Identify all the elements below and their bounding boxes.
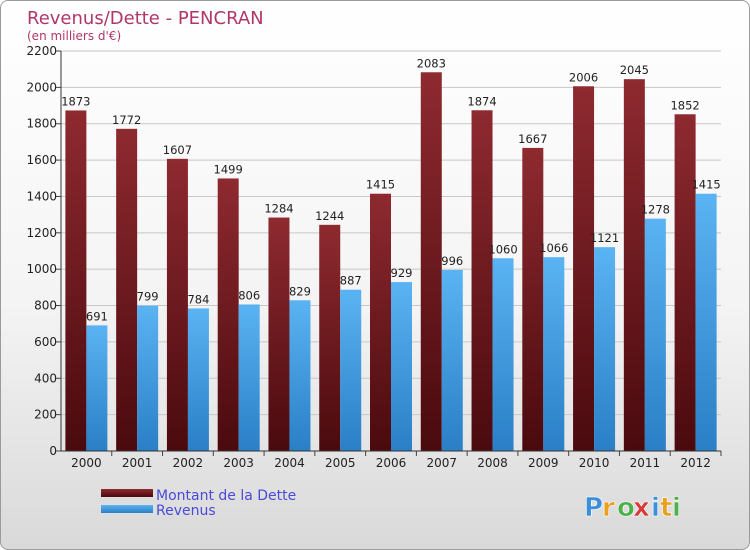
debt-value-label: 1499 — [214, 162, 243, 176]
revenus-value-label: 691 — [86, 309, 108, 323]
x-tick-label: 2008 — [477, 456, 508, 470]
revenus-value-label: 806 — [238, 288, 260, 302]
revenus-bar — [86, 325, 108, 451]
debt-value-label: 2083 — [417, 56, 446, 70]
x-tick-label: 2003 — [223, 456, 254, 470]
axes-layer: 0 200 400 600 800 1000 1200 1400 1600 1800 2000 220… — [26, 44, 722, 470]
revenus-value-label: 829 — [289, 284, 311, 298]
debt-value-label: 1667 — [518, 132, 547, 146]
y-tick-label: 1000 — [26, 262, 57, 276]
logo-letter: i — [672, 493, 681, 523]
debt-value-label: 1415 — [366, 178, 395, 192]
legend-label-debt: Montant de la Dette — [156, 488, 296, 504]
x-tick-label: 2012 — [680, 456, 711, 470]
legend: Montant de la Dette Revenus — [101, 488, 296, 519]
debt-value-label: 2006 — [569, 70, 598, 84]
x-tick-label: 2001 — [122, 456, 153, 470]
revenus-value-label: 799 — [137, 290, 159, 304]
y-tick-label: 1400 — [26, 189, 57, 203]
debt-value-label: 2045 — [620, 63, 649, 77]
debt-bar — [319, 224, 341, 451]
revenus-bar — [137, 305, 159, 451]
revenus-bar — [340, 289, 362, 451]
legend-swatch-revenus — [101, 505, 153, 513]
logo-letter: o — [617, 493, 635, 523]
debt-bar — [420, 72, 442, 451]
logo-letter: r — [602, 493, 615, 523]
y-tick-label: 200 — [34, 408, 57, 422]
y-tick-label: 2200 — [26, 44, 57, 58]
revenus-value-label: 887 — [340, 274, 362, 288]
chart-subtitle: (en milliers d'€) — [27, 29, 121, 43]
revenus-value-label: 1060 — [488, 242, 517, 256]
y-tick-label: 400 — [34, 371, 57, 385]
debt-value-label: 1874 — [467, 94, 496, 108]
x-tick-label: 2002 — [173, 456, 204, 470]
x-tick-label: 2009 — [528, 456, 559, 470]
revenus-bar — [289, 300, 311, 451]
legend-label-revenus: Revenus — [156, 503, 216, 519]
debt-bar — [623, 79, 645, 451]
logo-letter: P — [584, 493, 603, 523]
x-tick-label: 2007 — [426, 456, 457, 470]
x-tick-label: 2005 — [325, 456, 356, 470]
debt-bar — [370, 193, 391, 451]
logo-letter: x — [633, 493, 650, 523]
legend-swatch-debt — [101, 489, 153, 497]
debt-value-label: 1873 — [61, 94, 90, 108]
x-tick-label: 2000 — [71, 456, 102, 470]
proxiti-logo: Pr ox i t i — [584, 493, 682, 524]
revenus-bar — [594, 247, 616, 451]
y-tick-label: 800 — [34, 299, 57, 313]
revenus-value-label: 784 — [187, 292, 209, 306]
debt-value-label: 1284 — [264, 202, 293, 216]
debt-bar — [522, 147, 544, 451]
y-tick-label: 1600 — [26, 153, 57, 167]
y-tick-label: 1800 — [26, 117, 57, 131]
bars-layer — [65, 72, 717, 452]
revenus-value-label: 996 — [441, 254, 463, 268]
chart-title: Revenus/Dette - PENCRAN — [27, 8, 264, 29]
debt-bar — [116, 128, 138, 451]
logo-letter: t — [660, 493, 672, 523]
x-tick-label: 2004 — [274, 456, 305, 470]
revenus-bar — [543, 257, 565, 451]
revenus-bar — [644, 218, 666, 451]
logo-letter: i — [651, 493, 660, 523]
debt-value-label: 1852 — [670, 98, 699, 112]
x-tick-label: 2010 — [579, 456, 610, 470]
revenus-bar — [695, 193, 717, 451]
debt-bar — [268, 217, 290, 451]
debt-bar — [166, 158, 188, 451]
y-tick-label: 0 — [49, 444, 57, 458]
revenus-value-label: 1415 — [691, 178, 720, 192]
x-tick-label: 2006 — [376, 456, 407, 470]
x-tick-label: 2011 — [630, 456, 661, 470]
labels-layer: 1873 691 1772 799 1607 784 1499 806 1284 829 1244 8… — [61, 56, 721, 323]
revenus-bar — [187, 308, 209, 451]
revenus-value-label: 1278 — [641, 203, 670, 217]
revenus-value-label: 1066 — [539, 241, 568, 255]
debt-value-label: 1244 — [315, 209, 344, 223]
revenus-value-label: 929 — [391, 266, 413, 280]
debt-value-label: 1772 — [112, 113, 141, 127]
revenus-bar — [492, 258, 514, 451]
revenus-value-label: 1121 — [590, 231, 619, 245]
debt-bar — [65, 110, 87, 452]
debt-bar — [573, 86, 595, 451]
debt-bar — [674, 114, 696, 451]
y-tick-label: 1200 — [26, 226, 57, 240]
debt-bar — [471, 110, 493, 451]
revenus-bar — [391, 282, 412, 451]
revenus-bar — [441, 269, 463, 451]
debt-bar — [217, 178, 239, 452]
debt-value-label: 1607 — [163, 143, 192, 157]
y-tick-label: 600 — [34, 335, 57, 349]
y-tick-label: 2000 — [26, 80, 57, 94]
revenus-bar — [238, 304, 260, 451]
